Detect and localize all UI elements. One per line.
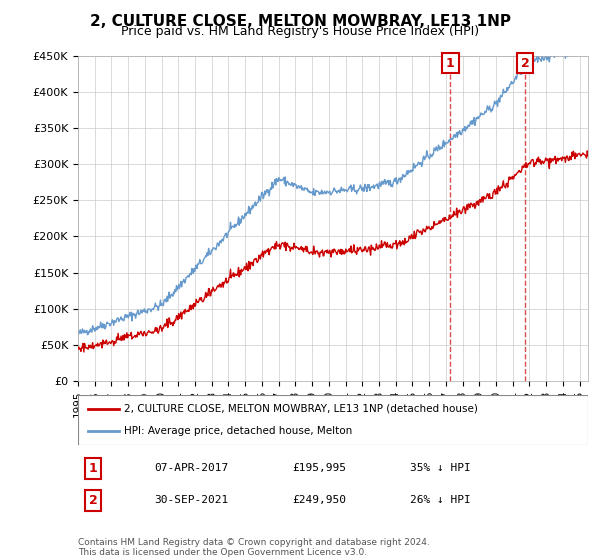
Text: 2: 2 — [89, 494, 98, 507]
Text: £249,950: £249,950 — [292, 496, 346, 506]
Text: 26% ↓ HPI: 26% ↓ HPI — [409, 496, 470, 506]
Text: £195,995: £195,995 — [292, 463, 346, 473]
Text: 2, CULTURE CLOSE, MELTON MOWBRAY, LE13 1NP: 2, CULTURE CLOSE, MELTON MOWBRAY, LE13 1… — [89, 14, 511, 29]
Text: 1: 1 — [446, 57, 455, 69]
Text: 2, CULTURE CLOSE, MELTON MOWBRAY, LE13 1NP (detached house): 2, CULTURE CLOSE, MELTON MOWBRAY, LE13 1… — [124, 404, 478, 414]
Text: 35% ↓ HPI: 35% ↓ HPI — [409, 463, 470, 473]
Text: Price paid vs. HM Land Registry's House Price Index (HPI): Price paid vs. HM Land Registry's House … — [121, 25, 479, 38]
Text: 30-SEP-2021: 30-SEP-2021 — [155, 496, 229, 506]
Text: 2: 2 — [521, 57, 530, 69]
Text: HPI: Average price, detached house, Melton: HPI: Average price, detached house, Melt… — [124, 426, 352, 436]
FancyBboxPatch shape — [78, 395, 588, 445]
Text: 1: 1 — [89, 462, 98, 475]
Text: Contains HM Land Registry data © Crown copyright and database right 2024.
This d: Contains HM Land Registry data © Crown c… — [78, 538, 430, 557]
Text: 07-APR-2017: 07-APR-2017 — [155, 463, 229, 473]
